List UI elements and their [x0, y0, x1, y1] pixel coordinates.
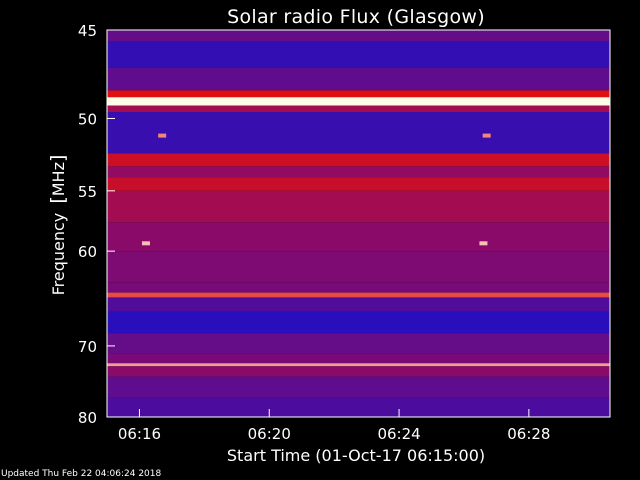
spectrum-band [107, 297, 610, 312]
chart-title: Solar radio Flux (Glasgow) [227, 6, 485, 28]
spectrum-band [107, 190, 610, 223]
y-tick-label: 50 [78, 110, 97, 128]
x-tick-label: 06:28 [507, 425, 550, 443]
spectrum-band [107, 333, 610, 354]
spectrum-band [107, 153, 610, 167]
plot-frame [106, 29, 611, 418]
x-tick-label: 06:20 [248, 425, 291, 443]
y-tick-label: 70 [78, 338, 97, 356]
spectrum-band [107, 90, 610, 98]
y-tick-label: 45 [78, 22, 97, 40]
spectrum-band [107, 222, 610, 252]
y-axis-unit: MHz [49, 162, 68, 196]
burst-spot [141, 241, 150, 246]
spectrum-band [107, 112, 610, 154]
x-tick-label: 06:16 [118, 425, 161, 443]
plot-area [107, 30, 610, 417]
spectrum-band [107, 282, 610, 293]
burst-spot [158, 133, 167, 138]
spectrum-band [107, 376, 610, 398]
spectrum-band [107, 30, 610, 42]
spectrum-band [107, 67, 610, 91]
spectrum-band [107, 97, 610, 106]
svg-text:Frequency [MHz]: Frequency [MHz] [47, 155, 69, 296]
spectrum-band [107, 41, 610, 68]
spectrum-band [107, 397, 610, 417]
y-tick-label: 80 [78, 409, 97, 427]
spectrum-band [107, 105, 610, 113]
updated-timestamp: Updated Thu Feb 22 04:06:24 2018 [1, 469, 162, 479]
y-tick-label: 60 [78, 243, 97, 261]
spectrum-band [107, 363, 610, 367]
x-tick-label: 06:24 [377, 425, 420, 443]
y-axis-label: Frequency [49, 213, 68, 296]
spectrum-band [107, 251, 610, 283]
y-axis: 45 50 55 60 70 80 [78, 22, 115, 427]
burst-spot [482, 133, 491, 138]
spectrum-band [107, 353, 610, 364]
spectrum-band [107, 366, 610, 377]
y-tick-label: 55 [78, 183, 97, 201]
x-axis-label: Start Time (01-Oct-17 06:15:00) [227, 446, 485, 465]
y-axis-label-group: Frequency [MHz] [47, 155, 69, 296]
spectrum-band [107, 177, 610, 191]
spectrum-band [107, 311, 610, 334]
spectrum-band [107, 292, 610, 298]
burst-spot [479, 241, 488, 246]
spectrum-band [107, 166, 610, 178]
x-axis: 06:16 06:20 06:24 06:28 [118, 409, 550, 443]
